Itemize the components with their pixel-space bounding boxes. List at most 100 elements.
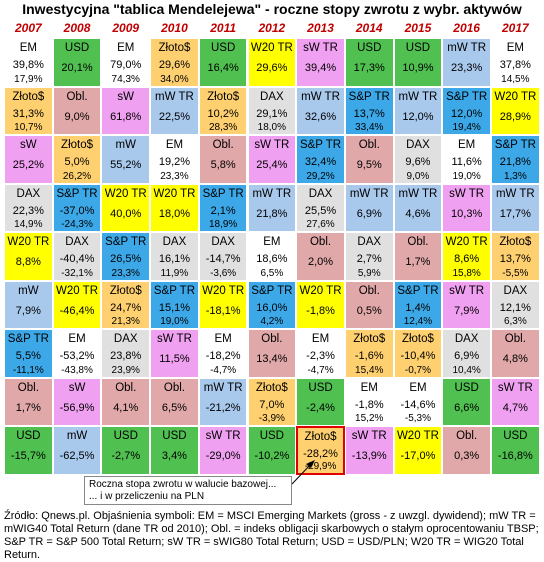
- asset-label: Złoto$: [401, 333, 434, 345]
- return-value-pln: 19,0%: [452, 170, 481, 182]
- asset-label: EM: [19, 42, 37, 54]
- asset-label: mW: [66, 430, 88, 442]
- return-value: 18,0%: [158, 207, 191, 220]
- return-cell: DAX 22,3% 14,9%: [4, 183, 53, 232]
- asset-label: mW TR: [252, 187, 292, 200]
- asset-label: EM: [68, 333, 86, 345]
- return-cell: EM 19,2% 23,3%: [150, 135, 199, 184]
- return-value: 16,4%: [207, 62, 239, 74]
- return-value: 5,0%: [64, 156, 90, 168]
- asset-label: DAX: [406, 139, 430, 151]
- return-cell: Obl. 4,1%: [101, 377, 151, 426]
- return-cell: DAX 29,1% 18,0%: [247, 86, 297, 135]
- return-value: -53,2%: [59, 350, 95, 362]
- return-value: -2,7%: [111, 450, 141, 462]
- asset-label: W20 TR: [445, 236, 488, 248]
- return-value: 4,1%: [113, 401, 139, 414]
- return-cell: W20 TR 8,6% 15,8%: [442, 232, 491, 281]
- asset-label: sW TR: [351, 430, 387, 442]
- return-cell: USD -15,7%: [4, 426, 53, 475]
- return-value: 61,8%: [110, 110, 142, 123]
- return-value: 1,7%: [405, 256, 431, 268]
- return-value-pln: 9,0%: [406, 170, 430, 182]
- asset-label: W20 TR: [7, 236, 50, 248]
- return-cell: S&P TR 5,5% -11,1%: [4, 329, 53, 378]
- asset-label: Złoto$: [255, 381, 288, 394]
- return-cell: sW TR 25,4%: [247, 135, 297, 184]
- return-value: -46,4%: [59, 304, 95, 317]
- asset-label: EM: [263, 236, 281, 248]
- asset-label: Złoto$: [12, 90, 45, 103]
- note-line-1: Roczna stopa zwrotu w walucie bazowej...: [89, 479, 277, 490]
- asset-label: W20 TR: [250, 42, 293, 54]
- year-header-2010: 2010: [161, 21, 188, 35]
- asset-label: S&P TR: [446, 90, 488, 103]
- return-value: 31,3%: [12, 107, 44, 120]
- return-value: 13,7%: [353, 107, 385, 120]
- return-cell: USD 16,4%: [198, 38, 248, 87]
- asset-label: W20 TR: [153, 187, 196, 200]
- return-value: -56,9%: [59, 401, 95, 414]
- return-value: -14,7%: [205, 253, 241, 265]
- asset-label: DAX: [260, 90, 284, 103]
- asset-label: DAX: [162, 236, 187, 248]
- asset-label: EM: [117, 42, 135, 54]
- return-cell: sW TR 7,9%: [442, 280, 491, 329]
- return-value: 79,0%: [110, 59, 142, 71]
- return-cell: S&P TR 13,7% 33,4%: [344, 86, 394, 135]
- return-cell: W20 TR -1,8%: [296, 280, 345, 329]
- asset-label: Obl.: [261, 333, 283, 345]
- return-value-pln: 10,4%: [452, 364, 481, 376]
- return-cell: mW -62,5%: [52, 426, 102, 475]
- return-cell: mW TR 23,3%: [442, 38, 491, 87]
- asset-label: Obl.: [358, 284, 380, 297]
- return-cell: Obl. 1,7%: [4, 377, 53, 426]
- asset-label: sW TR: [205, 430, 241, 442]
- return-value-pln: -32,1%: [61, 267, 93, 279]
- return-cell: W20 TR -46,4%: [52, 280, 102, 329]
- return-value: -15,7%: [10, 450, 46, 462]
- asset-label: USD: [162, 430, 187, 442]
- year-header-2016: 2016: [453, 21, 480, 35]
- return-value: 7,9%: [15, 304, 41, 317]
- return-value: 4,7%: [502, 401, 528, 414]
- return-value: -14,6%: [400, 398, 436, 411]
- return-value: 1,4%: [405, 301, 431, 314]
- return-cell: Złoto$ 5,0% 26,2%: [52, 135, 102, 184]
- return-value: 12,0%: [451, 107, 483, 120]
- return-cell: USD -10,2%: [247, 426, 297, 475]
- return-value: -1,8%: [354, 398, 384, 411]
- asset-label: W20 TR: [494, 90, 537, 103]
- return-value: -10,4%: [400, 350, 436, 362]
- return-value-pln: 15,8%: [452, 267, 481, 279]
- return-cell: mW TR 21,8%: [247, 183, 297, 232]
- note-line-2: ... i w przeliczeniu na PLN: [89, 491, 205, 502]
- return-value: -29,0%: [205, 450, 241, 462]
- asset-label: S&P TR: [7, 333, 49, 345]
- return-cell: S&P TR 26,5% 23,3%: [101, 232, 151, 281]
- return-cell: EM -14,6% -5,3%: [393, 377, 443, 426]
- return-value: -2,4%: [306, 401, 335, 414]
- return-value: 0,5%: [356, 304, 382, 317]
- return-value-pln: -4,7%: [210, 364, 237, 376]
- asset-label: mW TR: [495, 187, 535, 200]
- return-cell: Złoto$ 24,7% 21,3%: [101, 280, 151, 329]
- return-cell: EM 18,6% 6,5%: [247, 232, 297, 281]
- return-value: 15,1%: [158, 301, 191, 314]
- return-cell: EM -53,2% -43,8%: [52, 329, 102, 378]
- return-value: 25,4%: [256, 159, 288, 171]
- return-value-pln: 23,3%: [111, 267, 140, 279]
- return-value-pln: -3,6%: [210, 267, 237, 279]
- year-header-2017: 2017: [501, 21, 529, 35]
- asset-label: DAX: [16, 187, 41, 200]
- return-cell: S&P TR -37,0% -24,3%: [52, 183, 102, 232]
- asset-label: S&P TR: [299, 139, 342, 151]
- return-value-pln: 6,5%: [260, 267, 284, 279]
- return-value: 23,3%: [451, 62, 483, 74]
- asset-label: W20 TR: [396, 430, 439, 442]
- return-cell: mW 55,2%: [101, 135, 151, 184]
- return-cell: W20 TR -18,1%: [198, 280, 248, 329]
- return-cell: W20 TR 8,8%: [4, 232, 53, 281]
- return-value: 12,0%: [402, 110, 434, 123]
- asset-label: EM: [360, 381, 378, 394]
